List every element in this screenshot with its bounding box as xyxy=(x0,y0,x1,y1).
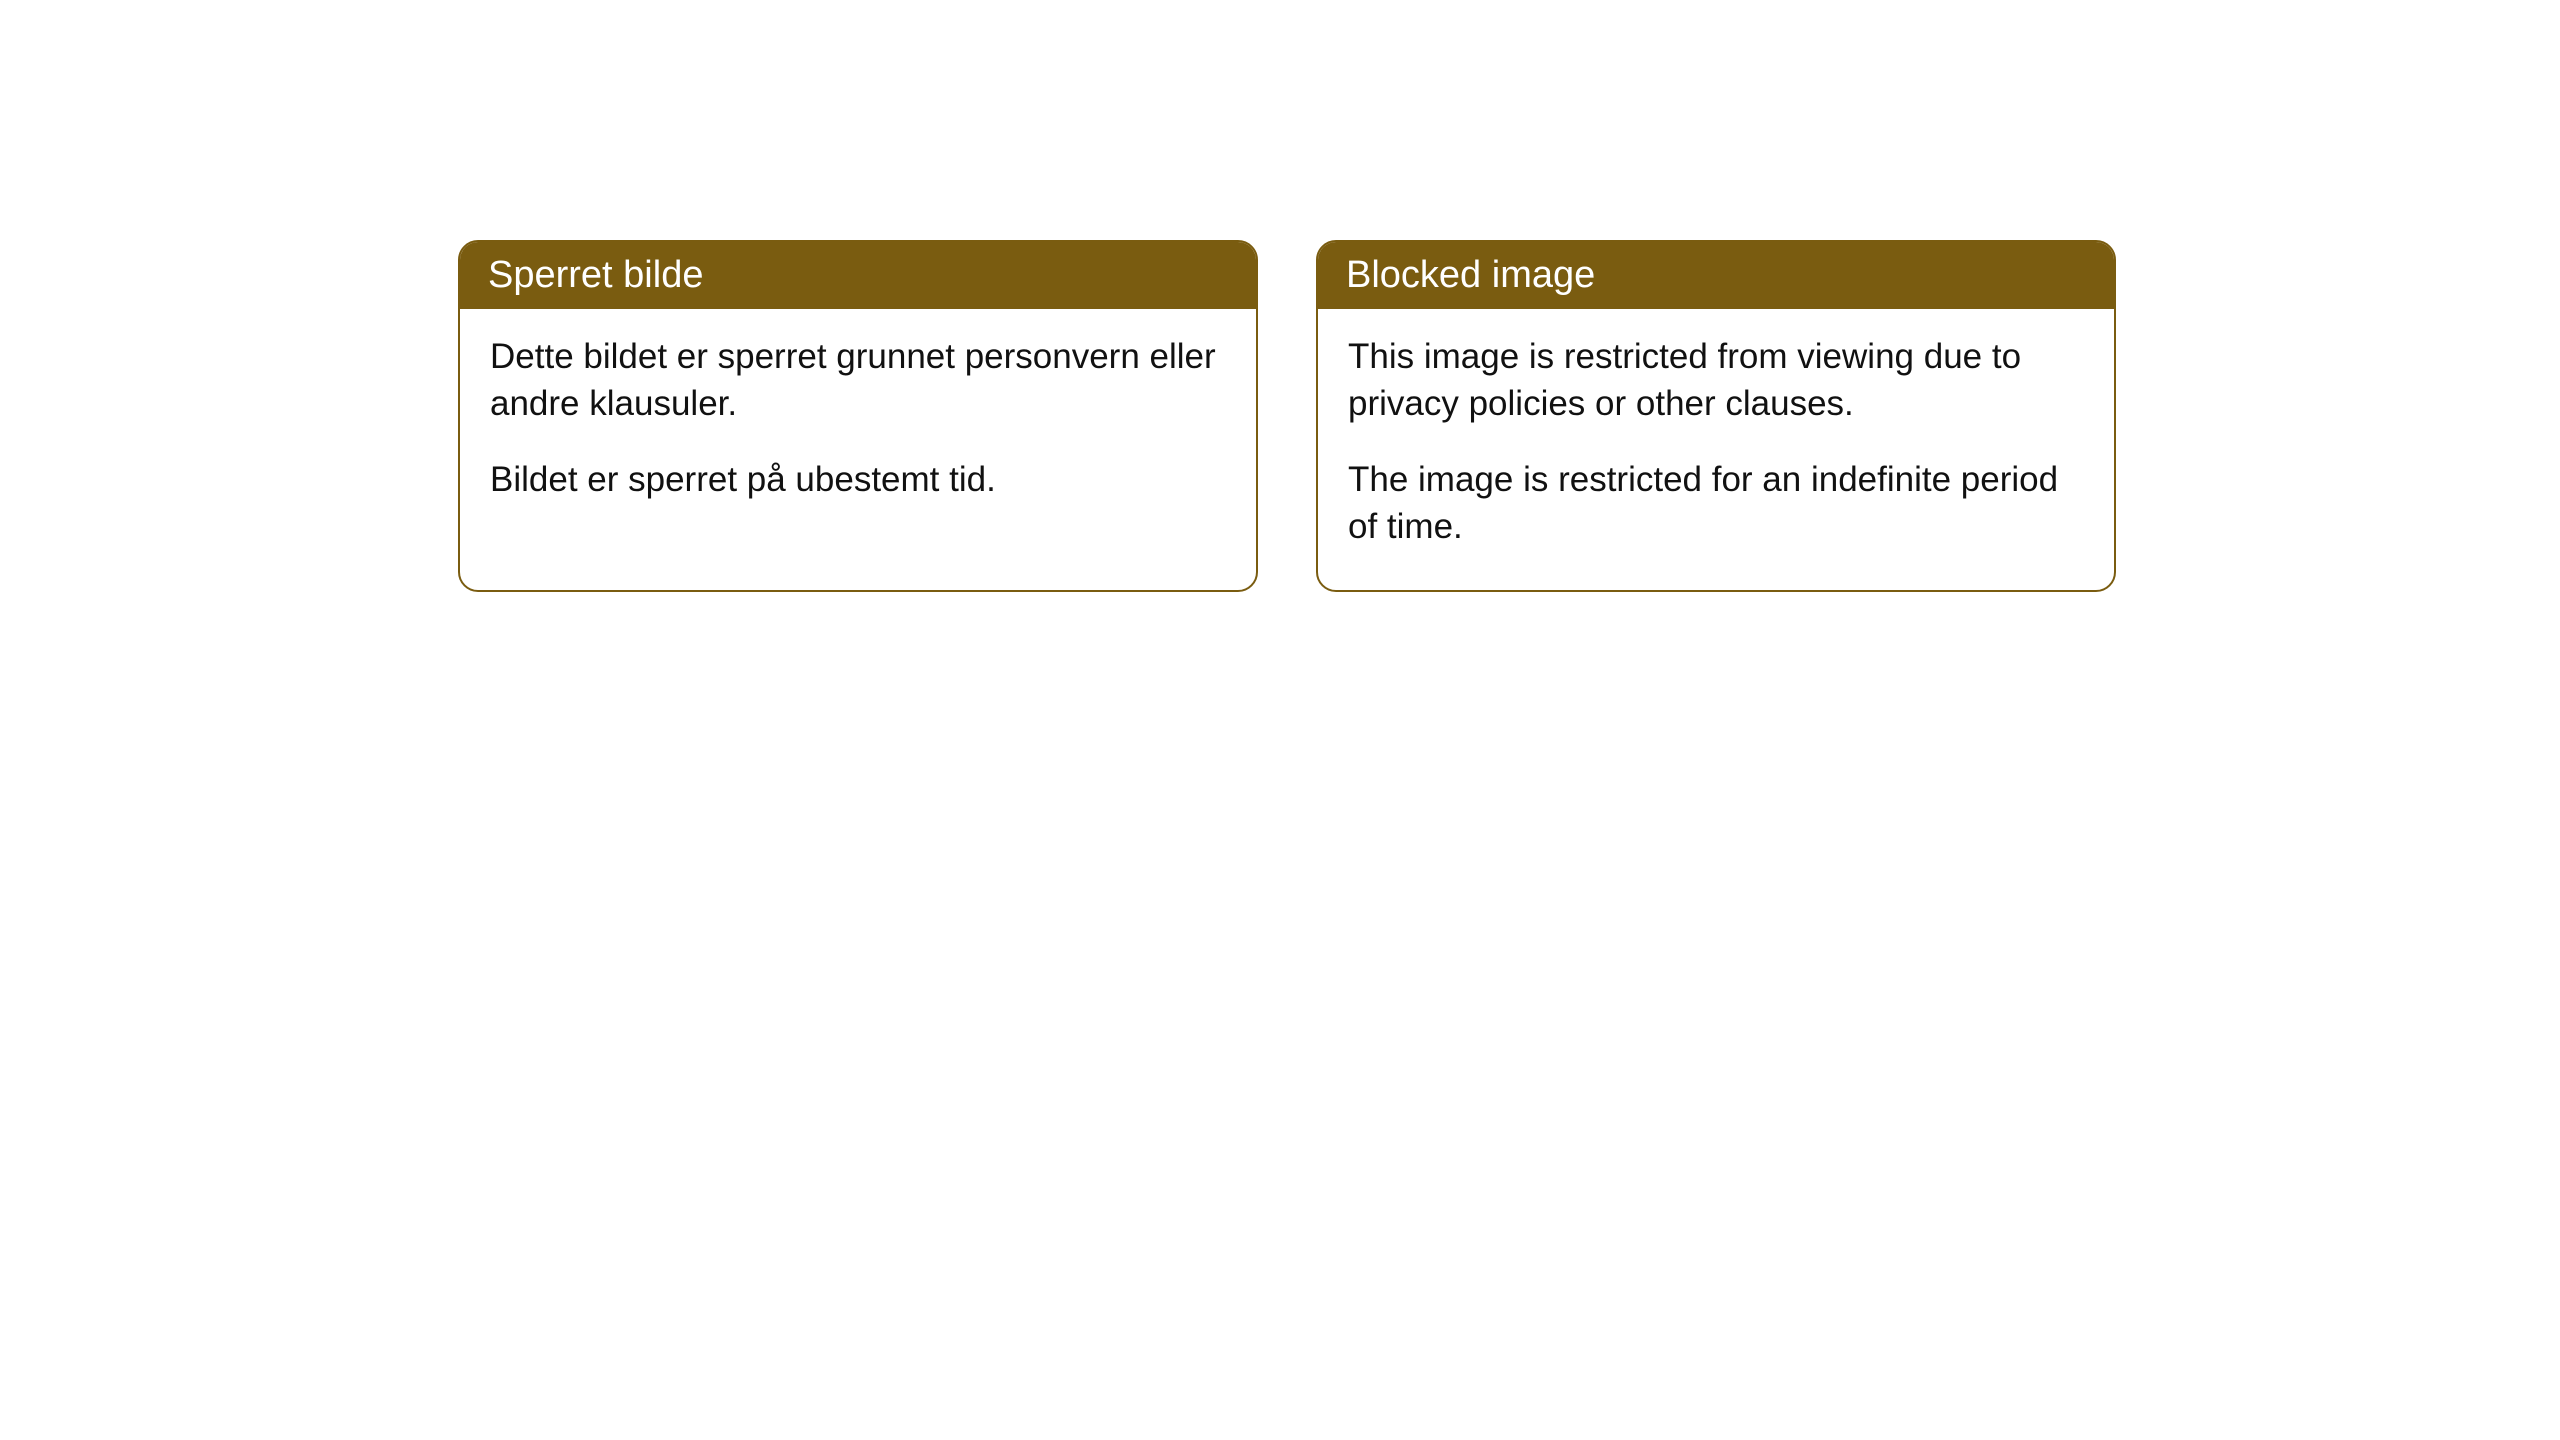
card-paragraph1-no: Dette bildet er sperret grunnet personve… xyxy=(490,333,1226,428)
card-body-en: This image is restricted from viewing du… xyxy=(1318,309,2114,590)
card-title-no: Sperret bilde xyxy=(488,254,703,296)
card-header-no: Sperret bilde xyxy=(460,242,1256,309)
card-title-en: Blocked image xyxy=(1346,254,1595,296)
blocked-image-card-en: Blocked image This image is restricted f… xyxy=(1316,240,2116,592)
card-paragraph2-no: Bildet er sperret på ubestemt tid. xyxy=(490,456,1226,503)
card-paragraph2-en: The image is restricted for an indefinit… xyxy=(1348,456,2084,551)
card-body-no: Dette bildet er sperret grunnet personve… xyxy=(460,309,1256,543)
notice-cards-container: Sperret bilde Dette bildet er sperret gr… xyxy=(458,240,2116,592)
card-header-en: Blocked image xyxy=(1318,242,2114,309)
card-paragraph1-en: This image is restricted from viewing du… xyxy=(1348,333,2084,428)
blocked-image-card-no: Sperret bilde Dette bildet er sperret gr… xyxy=(458,240,1258,592)
